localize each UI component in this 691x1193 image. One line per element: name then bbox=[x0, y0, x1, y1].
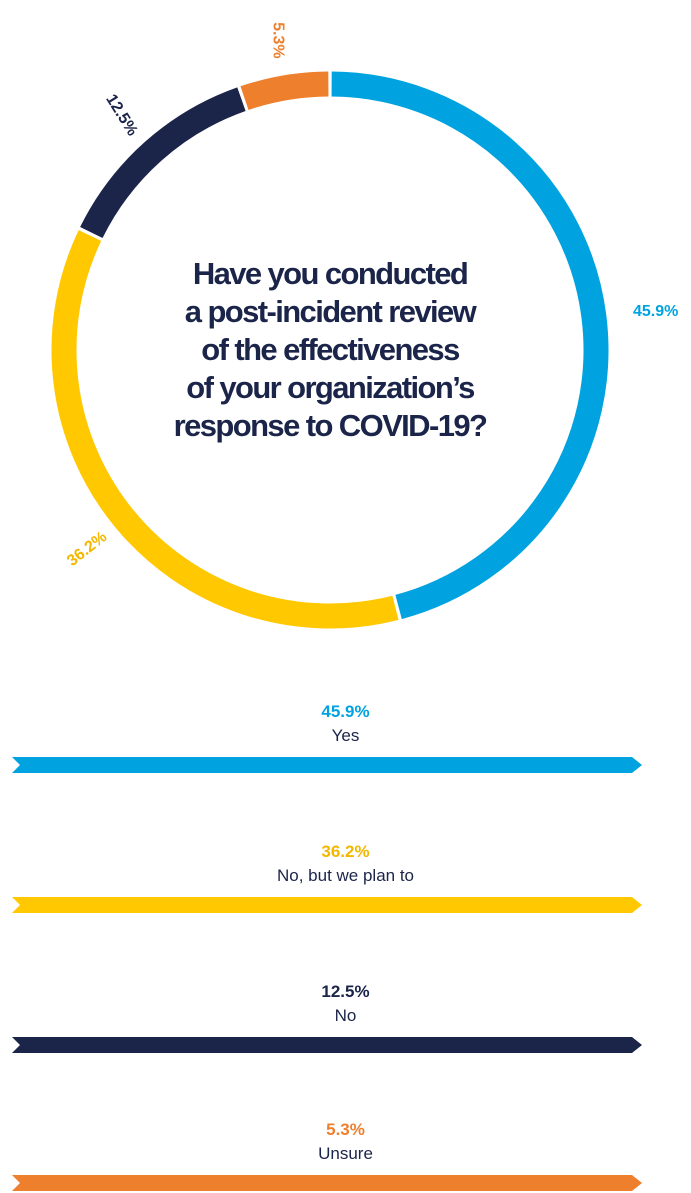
legend-bar bbox=[12, 897, 642, 913]
donut-slice bbox=[240, 71, 329, 111]
legend-percent: 45.9% bbox=[321, 702, 370, 721]
legend-percent: 12.5% bbox=[321, 982, 370, 1001]
donut-slice-label: 12.5% bbox=[102, 92, 140, 139]
legend-label: Unsure bbox=[318, 1144, 373, 1163]
donut-slice-label: 36.2% bbox=[64, 529, 110, 570]
donut-slice bbox=[51, 230, 399, 629]
chart-question: Have you conducted a post-incident revie… bbox=[130, 255, 530, 445]
legend-label: No, but we plan to bbox=[276, 866, 415, 885]
legend-bar bbox=[12, 757, 642, 773]
donut-chart: 45.9% 36.2% 12.5% 5.3% bbox=[51, 22, 678, 629]
legend-percent: 5.3% bbox=[326, 1120, 365, 1139]
legend-percent: 36.2% bbox=[321, 842, 370, 861]
donut-slice bbox=[80, 87, 246, 239]
question-line: response to COVID-19? bbox=[173, 408, 488, 443]
question-line: a post-incident review bbox=[184, 294, 477, 329]
legend-label: Yes bbox=[331, 726, 360, 745]
legend-bar bbox=[12, 1037, 642, 1053]
donut-slice bbox=[331, 71, 609, 620]
question-line: Have you conducted bbox=[192, 256, 469, 291]
question-line: of your organization’s bbox=[186, 370, 475, 405]
donut-slice-label: 45.9% bbox=[633, 303, 678, 320]
question-line: of the effectiveness bbox=[201, 332, 460, 367]
legend-bar bbox=[12, 1175, 642, 1191]
legend-label: No bbox=[334, 1006, 357, 1025]
donut-slice-label: 5.3% bbox=[269, 22, 286, 58]
